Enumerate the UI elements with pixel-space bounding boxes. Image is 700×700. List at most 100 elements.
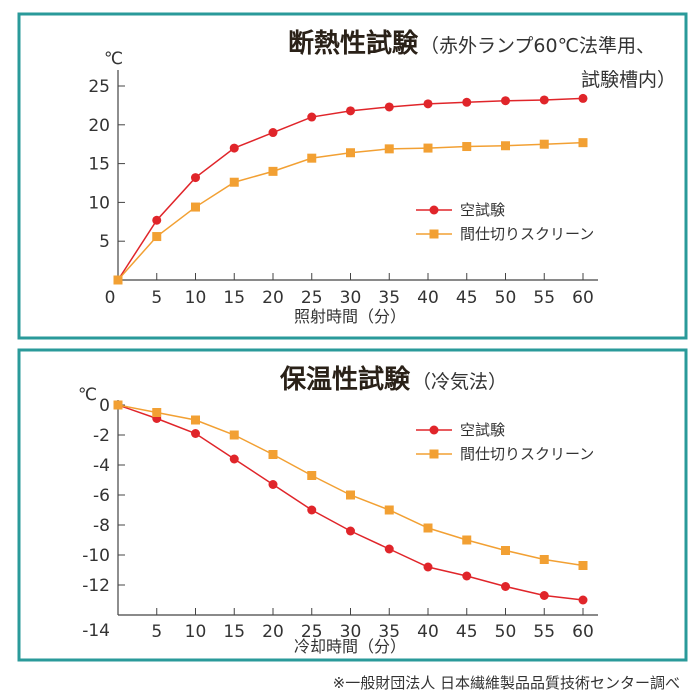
x-tick-label: 45 (456, 622, 478, 642)
data-point-circle (423, 99, 433, 109)
y-tick-label: -8 (93, 516, 110, 536)
y-tick-label: 20 (88, 116, 110, 136)
x-tick-label: 5 (151, 622, 162, 642)
data-point-circle (423, 562, 433, 572)
chart-panel (17, 348, 688, 662)
x-tick-label: 55 (533, 288, 555, 308)
chart-2: 保温性試験 （冷気法） ℃0 -2 -4 -6 -8 -10 -12 -14 5 10 15 20 25 30… (17, 348, 688, 662)
data-point-circle (152, 215, 162, 225)
y-tick-label: 5 (99, 232, 110, 252)
data-point-circle (346, 106, 355, 116)
data-point-square (113, 400, 123, 410)
data-point-square (191, 415, 200, 425)
data-point-circle (462, 97, 472, 107)
data-point-square (346, 148, 355, 158)
x-tick-label: 30 (340, 622, 362, 642)
y-tick-label: -10 (82, 546, 110, 566)
y-tick-label: -6 (93, 486, 110, 506)
y-tick-label: -14 (82, 621, 110, 641)
data-point-square (578, 138, 588, 148)
x-tick-label: 30 (340, 288, 362, 308)
data-point-square (191, 202, 200, 212)
data-point-square (346, 490, 355, 500)
data-point-square (229, 430, 239, 440)
data-point-square (423, 143, 433, 153)
y-tick-label: 0 (99, 396, 110, 416)
chart-1: 断熱性試験 （赤外ランプ60℃法準用、試験槽内） ℃ 5 10 15 20 25 0 5 10 15 2… (17, 12, 688, 340)
chart-panel (17, 12, 688, 340)
legend-label: 間仕切りスクリーン (460, 225, 594, 243)
legend-marker-square (429, 229, 439, 239)
chart-title: 断熱性試験 (288, 28, 419, 59)
data-point-circle (539, 591, 549, 600)
x-tick-label: 45 (456, 288, 478, 308)
data-point-circle (307, 112, 317, 122)
y-axis-unit: ℃ (78, 385, 97, 405)
data-point-circle (384, 102, 394, 112)
legend-label: 空試験 (460, 421, 505, 439)
x-tick-label: 20 (262, 622, 284, 642)
data-point-circle (578, 595, 588, 605)
x-axis-label: 照射時間（分） (294, 307, 406, 326)
chart-subtitle: （赤外ランプ60℃法準用、 (420, 35, 655, 57)
data-point-square (384, 505, 394, 515)
y-axis-unit: ℃ (104, 49, 123, 69)
data-point-square (501, 141, 510, 151)
x-tick-label: 10 (185, 288, 207, 308)
data-point-square (578, 561, 588, 570)
data-point-circle (191, 429, 200, 438)
x-tick-label: 50 (495, 288, 517, 308)
x-tick-label: 60 (572, 288, 594, 308)
x-tick-label: 0 (105, 288, 116, 308)
data-point-square (268, 166, 278, 176)
x-tick-label: 15 (223, 288, 245, 308)
data-point-circle (501, 582, 510, 591)
data-point-circle (191, 173, 200, 183)
x-tick-label: 25 (301, 288, 323, 308)
data-point-square (539, 139, 549, 149)
data-point-circle (268, 128, 278, 138)
data-point-square (501, 546, 510, 555)
y-tick-label: 25 (88, 77, 110, 97)
data-point-circle (384, 544, 394, 554)
data-point-circle (268, 480, 278, 489)
data-point-square (384, 144, 394, 154)
legend-marker-circle (429, 205, 439, 215)
x-tick-label: 25 (301, 622, 323, 642)
data-point-circle (229, 454, 239, 464)
x-tick-label: 35 (378, 288, 400, 308)
x-tick-label: 55 (533, 622, 555, 642)
data-point-square (152, 408, 162, 417)
data-point-circle (501, 96, 510, 106)
data-point-circle (229, 143, 239, 153)
x-axis-label: 冷却時間（分） (294, 637, 406, 656)
data-point-square (307, 153, 317, 163)
data-point-square (152, 232, 162, 242)
x-tick-label: 15 (223, 622, 245, 642)
legend-label: 間仕切りスクリーン (460, 445, 594, 463)
x-tick-label: 10 (185, 622, 207, 642)
data-point-square (307, 471, 317, 480)
data-point-square (539, 555, 549, 564)
y-tick-label: 10 (88, 193, 110, 213)
y-tick-label: -12 (82, 576, 110, 596)
x-tick-label: 5 (151, 288, 162, 308)
x-tick-label: 50 (495, 622, 517, 642)
y-tick-label: -4 (93, 456, 110, 476)
data-point-circle (462, 571, 472, 581)
chart-subtitle-line2: 試験槽内） (581, 69, 676, 91)
chart-title: 保温性試験 (279, 364, 411, 395)
x-tick-label: 40 (417, 288, 439, 308)
data-point-circle (307, 505, 317, 515)
y-tick-label: -2 (93, 426, 110, 446)
legend-marker-circle (429, 425, 439, 435)
x-tick-label: 40 (417, 622, 439, 642)
x-tick-label: 60 (572, 622, 594, 642)
data-point-square (462, 142, 472, 152)
data-point-square (268, 450, 278, 459)
x-tick-label: 20 (262, 288, 284, 308)
data-point-circle (346, 526, 355, 536)
legend-marker-square (429, 449, 439, 459)
data-point-circle (578, 93, 588, 103)
